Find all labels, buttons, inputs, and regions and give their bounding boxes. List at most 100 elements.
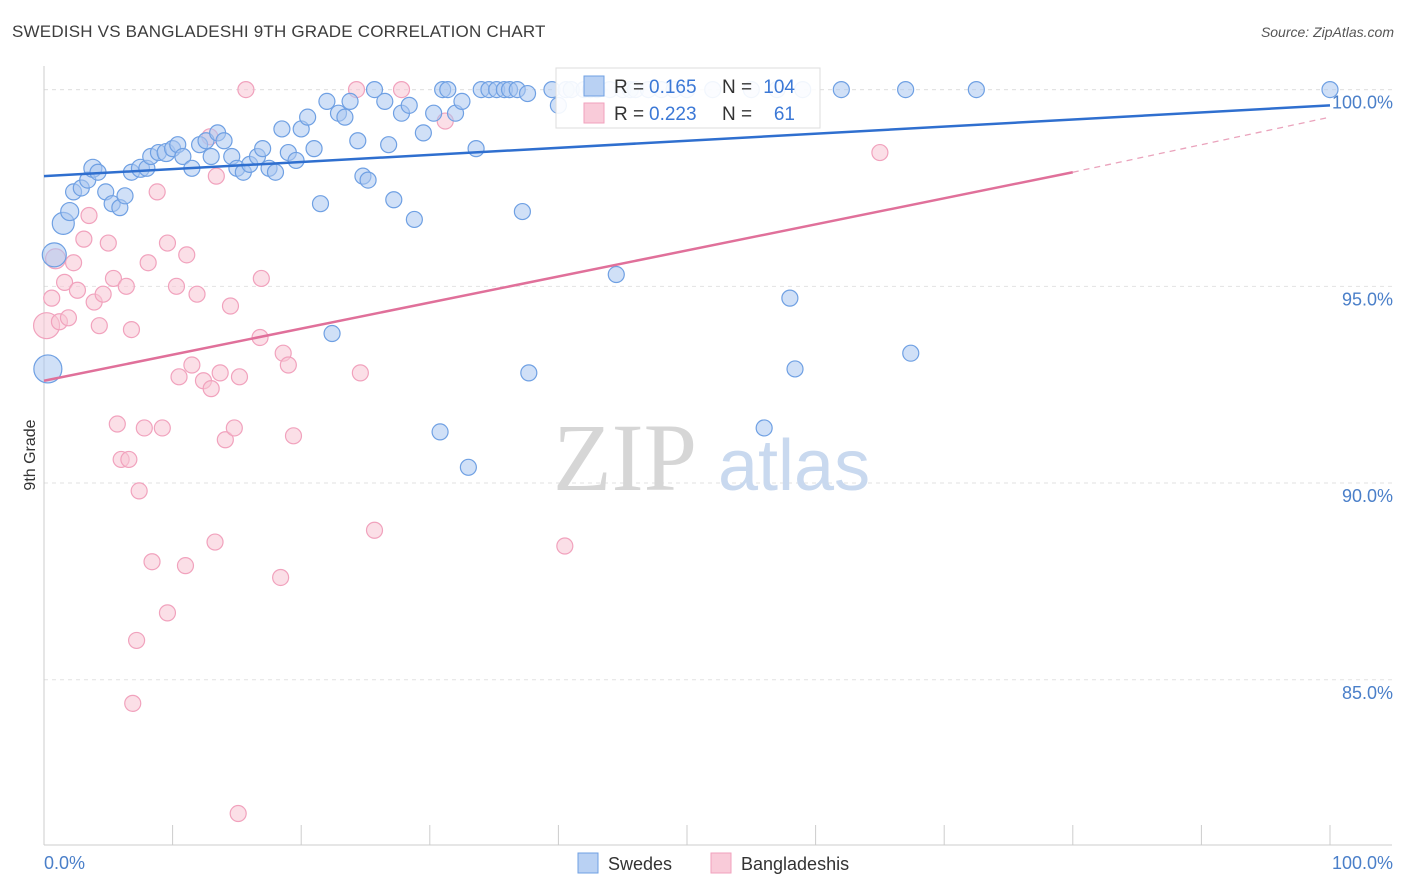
point-bangladeshis (127, 631, 146, 650)
point-swedes (897, 81, 915, 99)
point-swedes (425, 104, 443, 122)
point-swedes (467, 140, 485, 158)
point-swedes (349, 132, 367, 150)
point-bangladeshis (365, 521, 384, 539)
point-bangladeshis (120, 450, 138, 469)
point-bangladeshis (64, 254, 83, 272)
point-bangladeshis (229, 804, 247, 823)
point-swedes (786, 360, 804, 378)
point-swedes (518, 84, 537, 103)
x-tick-label: 0.0% (44, 853, 85, 873)
watermark-zip: ZIP (553, 404, 697, 511)
point-bangladeshis (158, 234, 177, 252)
point-bangladeshis (556, 537, 574, 555)
point-bangladeshis (392, 81, 411, 99)
point-bangladeshis (167, 277, 186, 295)
point-bangladeshis (272, 568, 290, 587)
point-bangladeshis (139, 254, 157, 272)
point-swedes (60, 201, 80, 222)
legend-swatch-bangladeshis (583, 102, 605, 124)
point-bangladeshis (176, 557, 195, 575)
legend-label-swedes: Swedes (608, 854, 672, 874)
legend-r-value-swedes: 0.165 (649, 77, 697, 98)
point-swedes (453, 92, 471, 111)
point-swedes (341, 92, 359, 111)
point-swedes (967, 81, 985, 99)
y-tick-label: 100.0% (1332, 93, 1393, 113)
point-bangladeshis (284, 427, 303, 445)
point-swedes (318, 92, 336, 111)
legend-label-bangladeshis: Bangladeshis (741, 854, 849, 874)
point-bangladeshis (871, 143, 889, 162)
series-bangladeshis (32, 81, 889, 823)
point-swedes (305, 140, 323, 158)
trend-line-bangladeshis-extension (1072, 116, 1331, 173)
chart-title: SWEDISH VS BANGLADESHI 9TH GRADE CORRELA… (12, 22, 546, 41)
legend-swatch-bangladeshis-bottom (710, 852, 732, 874)
legend-r-label-swedes: R = (614, 77, 644, 98)
y-tick-label: 95.0% (1342, 289, 1393, 309)
y-tick-label: 90.0% (1342, 486, 1393, 506)
legend-r-label-bangladeshis: R = (614, 104, 644, 125)
point-bangladeshis (55, 273, 74, 291)
source-label: Source: ZipAtlas.com (1260, 24, 1394, 40)
point-bangladeshis (202, 380, 220, 398)
point-bangladeshis (90, 317, 108, 335)
point-bangladeshis (183, 356, 201, 374)
point-bangladeshis (148, 183, 166, 201)
legend-n-label-swedes: N = (722, 77, 752, 98)
point-swedes (405, 210, 423, 229)
point-bangladeshis (237, 81, 255, 99)
point-swedes (215, 132, 233, 150)
point-bangladeshis (104, 269, 123, 288)
trend-line-bangladeshis (43, 171, 1074, 382)
point-swedes (832, 81, 850, 99)
point-bangladeshis (188, 285, 206, 303)
point-bangladeshis (252, 269, 270, 288)
point-swedes (607, 265, 625, 284)
point-bangladeshis (230, 368, 249, 386)
point-bangladeshis (68, 281, 87, 299)
legend-swatch-swedes-bottom (577, 852, 599, 874)
legend-n-value-swedes: 104 (763, 77, 795, 98)
point-swedes (1321, 81, 1339, 99)
point-swedes (287, 151, 305, 170)
point-swedes (459, 458, 477, 476)
point-swedes (520, 364, 538, 382)
trend-line-swedes (43, 104, 1331, 178)
point-bangladeshis (99, 234, 117, 252)
point-bangladeshis (124, 694, 142, 712)
point-swedes (311, 195, 330, 213)
point-swedes (323, 324, 341, 343)
legend-n-label-bangladeshis: N = (722, 104, 752, 125)
point-swedes (41, 242, 67, 268)
point-bangladeshis (143, 553, 161, 571)
point-bangladeshis (94, 285, 112, 303)
point-bangladeshis (122, 321, 141, 339)
y-tick-label: 85.0% (1342, 683, 1393, 703)
point-bangladeshis (158, 604, 177, 622)
watermark-atlas: atlas (718, 426, 870, 506)
point-swedes (414, 124, 432, 142)
series-legend: Swedes Bangladeshis (577, 852, 849, 874)
point-bangladeshis (135, 419, 153, 437)
point-bangladeshis (178, 246, 196, 264)
point-swedes (116, 187, 134, 205)
point-swedes (902, 344, 920, 362)
x-tick-label: 100.0% (1332, 853, 1393, 873)
point-swedes (365, 81, 384, 99)
point-bangladeshis (216, 431, 234, 449)
point-swedes (336, 108, 354, 126)
watermark: ZIP atlas (553, 404, 870, 511)
point-bangladeshis (153, 419, 171, 437)
point-bangladeshis (207, 167, 225, 185)
point-swedes (376, 92, 394, 111)
point-bangladeshis (221, 297, 240, 315)
point-swedes (254, 140, 272, 158)
point-swedes (431, 423, 449, 441)
trend-lines (43, 104, 1331, 382)
point-swedes (781, 289, 799, 307)
point-swedes (273, 120, 291, 138)
point-swedes (400, 96, 418, 114)
